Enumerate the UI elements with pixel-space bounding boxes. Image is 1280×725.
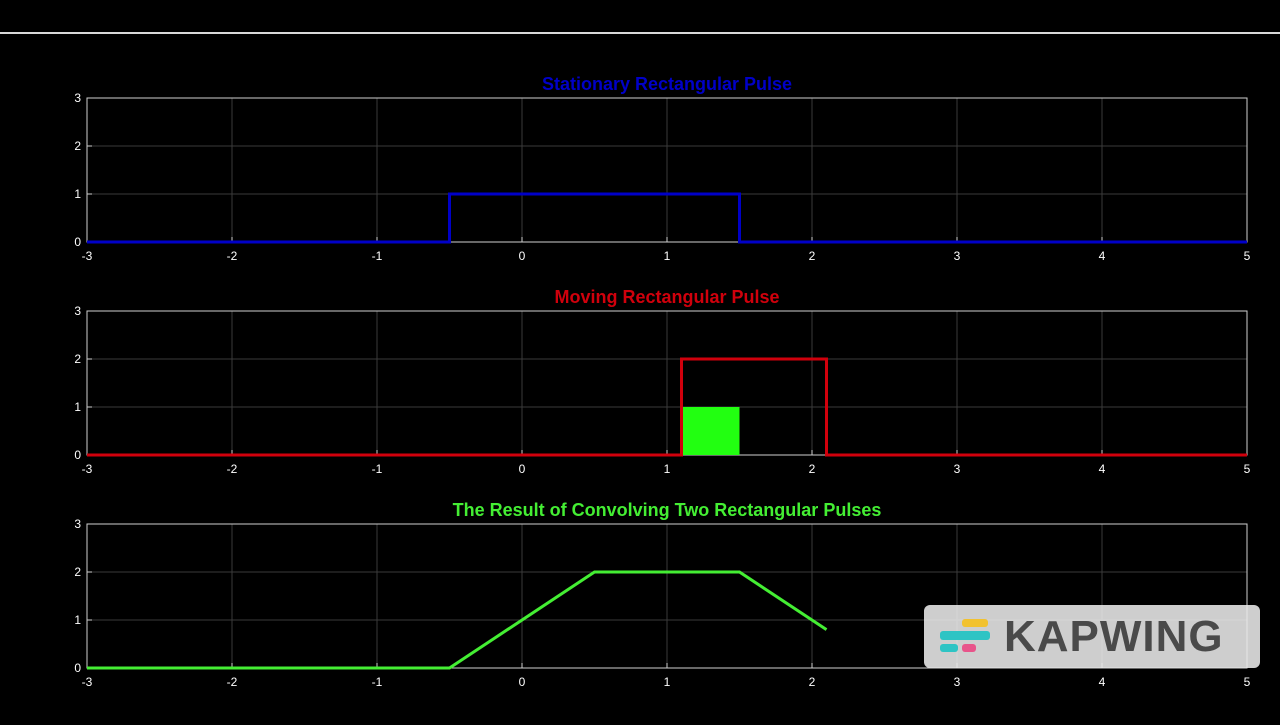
kapwing-logo-icon: [936, 617, 994, 657]
x-tick-label: -3: [82, 249, 93, 263]
x-tick-label: -1: [372, 249, 383, 263]
x-tick-label: -1: [372, 462, 383, 476]
y-tick-label: 2: [74, 352, 81, 366]
series-line: [87, 570, 828, 670]
x-tick-label: 0: [519, 249, 526, 263]
x-tick-label: 4: [1099, 675, 1106, 689]
x-tick-label: 5: [1244, 675, 1251, 689]
x-tick-label: 4: [1099, 249, 1106, 263]
x-tick-label: 0: [519, 675, 526, 689]
x-tick-label: 2: [809, 462, 816, 476]
x-tick-label: 0: [519, 462, 526, 476]
y-tick-label: 0: [74, 448, 81, 462]
x-tick-label: 1: [664, 462, 671, 476]
chart-title: Stationary Rectangular Pulse: [542, 74, 792, 94]
y-tick-label: 1: [74, 613, 81, 627]
y-tick-label: 2: [74, 565, 81, 579]
series-line: [87, 357, 1247, 457]
x-tick-label: -3: [82, 462, 93, 476]
chart-title: The Result of Convolving Two Rectangular…: [453, 500, 882, 520]
x-tick-label: -2: [227, 675, 238, 689]
x-tick-label: 1: [664, 249, 671, 263]
x-tick-label: -1: [372, 675, 383, 689]
x-tick-label: -2: [227, 249, 238, 263]
x-tick-label: 3: [954, 675, 961, 689]
chart-title: Moving Rectangular Pulse: [554, 287, 779, 307]
watermark-text: KAPWING: [1004, 611, 1224, 661]
x-tick-label: -3: [82, 675, 93, 689]
x-tick-label: 3: [954, 249, 961, 263]
y-tick-label: 3: [74, 91, 81, 105]
y-tick-label: 1: [74, 400, 81, 414]
x-tick-label: 4: [1099, 462, 1106, 476]
overlap-region: [681, 407, 740, 455]
x-tick-label: 3: [954, 462, 961, 476]
x-tick-label: 5: [1244, 462, 1251, 476]
y-tick-label: 2: [74, 139, 81, 153]
y-tick-label: 0: [74, 235, 81, 249]
watermark: KAPWING: [924, 605, 1260, 668]
series-line: [87, 192, 1247, 244]
y-tick-label: 1: [74, 187, 81, 201]
x-tick-label: 2: [809, 249, 816, 263]
x-tick-label: -2: [227, 462, 238, 476]
x-tick-label: 1: [664, 675, 671, 689]
x-tick-label: 2: [809, 675, 816, 689]
y-tick-label: 0: [74, 661, 81, 675]
x-tick-label: 5: [1244, 249, 1251, 263]
y-tick-label: 3: [74, 517, 81, 531]
y-tick-label: 3: [74, 304, 81, 318]
